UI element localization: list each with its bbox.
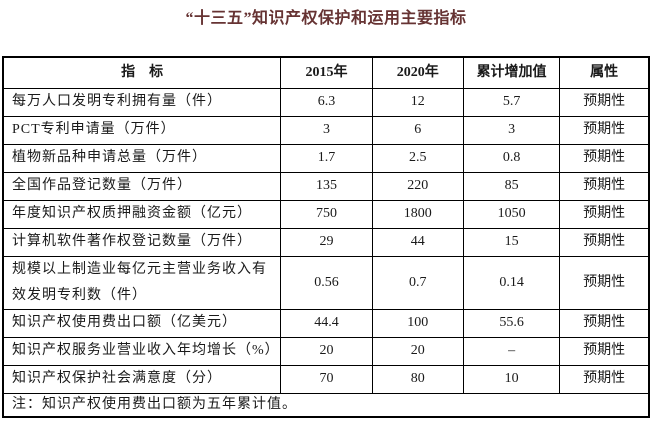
value-2015-cell: 0.56 [280, 255, 373, 310]
increase-cell: 55.6 [462, 308, 561, 338]
value-2020-cell: 100 [371, 308, 464, 338]
attribute-cell: 预期性 [559, 171, 650, 201]
attribute-cell: 预期性 [559, 87, 650, 117]
value-2020-cell: 20 [371, 336, 464, 366]
value-2015-cell: 20 [280, 336, 373, 366]
value-2020-cell: 2.5 [371, 143, 464, 173]
table-row: PCT专利申请量（万件） 3 6 3 预期性 [2, 115, 650, 145]
attribute-cell: 预期性 [559, 336, 650, 366]
value-2020-cell: 1800 [371, 199, 464, 229]
table-row: 知识产权使用费出口额（亿美元） 44.4 100 55.6 预期性 [2, 308, 650, 338]
increase-cell: 85 [462, 171, 561, 201]
increase-cell: 0.14 [462, 255, 561, 310]
table-header-row: 指 标 2015年 2020年 累计增加值 属性 [2, 56, 650, 89]
indicator-cell: 知识产权使用费出口额（亿美元） [2, 308, 282, 338]
value-2015-cell: 1.7 [280, 143, 373, 173]
indicator-cell: 每万人口发明专利拥有量（件） [2, 87, 282, 117]
indicator-cell: 规模以上制造业每亿元主营业务收入有效发明专利数（件） [2, 255, 282, 310]
table-note-row: 注：知识产权使用费出口额为五年累计值。 [2, 392, 650, 418]
attribute-cell: 预期性 [559, 199, 650, 229]
page-title: “十三五”知识产权保护和运用主要指标 [185, 10, 467, 27]
table-row: 植物新品种申请总量（万件） 1.7 2.5 0.8 预期性 [2, 143, 650, 173]
indicator-cell: 计算机软件著作权登记数量（万件） [2, 227, 282, 257]
attribute-cell: 预期性 [559, 115, 650, 145]
value-2020-cell: 220 [371, 171, 464, 201]
value-2020-cell: 12 [371, 87, 464, 117]
value-2015-cell: 29 [280, 227, 373, 257]
value-2020-cell: 44 [371, 227, 464, 257]
indicator-cell: 全国作品登记数量（万件） [2, 171, 282, 201]
col-header-2015: 2015年 [280, 56, 373, 89]
value-2015-cell: 3 [280, 115, 373, 145]
indicator-cell: PCT专利申请量（万件） [2, 115, 282, 145]
col-header-increase: 累计增加值 [462, 56, 561, 89]
value-2015-cell: 44.4 [280, 308, 373, 338]
col-header-attribute: 属性 [559, 56, 650, 89]
attribute-cell: 预期性 [559, 255, 650, 310]
col-header-indicator: 指 标 [2, 56, 282, 89]
increase-cell: 3 [462, 115, 561, 145]
attribute-cell: 预期性 [559, 227, 650, 257]
table-row: 计算机软件著作权登记数量（万件） 29 44 15 预期性 [2, 227, 650, 257]
table-row: 年度知识产权质押融资金额（亿元） 750 1800 1050 预期性 [2, 199, 650, 229]
value-2015-cell: 135 [280, 171, 373, 201]
indicator-cell: 植物新品种申请总量（万件） [2, 143, 282, 173]
table-row: 知识产权服务业营业收入年均增长（%） 20 20 – 预期性 [2, 336, 650, 366]
attribute-cell: 预期性 [559, 364, 650, 394]
value-2015-cell: 6.3 [280, 87, 373, 117]
attribute-cell: 预期性 [559, 143, 650, 173]
attribute-cell: 预期性 [559, 308, 650, 338]
table-row: 全国作品登记数量（万件） 135 220 85 预期性 [2, 171, 650, 201]
table-row: 知识产权保护社会满意度（分） 70 80 10 预期性 [2, 364, 650, 394]
table-note: 注：知识产权使用费出口额为五年累计值。 [2, 392, 650, 418]
indicator-cell: 知识产权服务业营业收入年均增长（%） [2, 336, 282, 366]
increase-cell: 1050 [462, 199, 561, 229]
indicator-cell: 知识产权保护社会满意度（分） [2, 364, 282, 394]
increase-cell: 5.7 [462, 87, 561, 117]
table-row: 每万人口发明专利拥有量（件） 6.3 12 5.7 预期性 [2, 87, 650, 117]
value-2020-cell: 6 [371, 115, 464, 145]
increase-cell: – [462, 336, 561, 366]
increase-cell: 15 [462, 227, 561, 257]
col-header-2020: 2020年 [371, 56, 464, 89]
value-2015-cell: 70 [280, 364, 373, 394]
value-2015-cell: 750 [280, 199, 373, 229]
increase-cell: 10 [462, 364, 561, 394]
value-2020-cell: 80 [371, 364, 464, 394]
table-row: 规模以上制造业每亿元主营业务收入有效发明专利数（件） 0.56 0.7 0.14… [2, 255, 650, 310]
indicator-cell: 年度知识产权质押融资金额（亿元） [2, 199, 282, 229]
indicator-table: 指 标 2015年 2020年 累计增加值 属性 每万人口发明专利拥有量（件） … [2, 56, 650, 418]
increase-cell: 0.8 [462, 143, 561, 173]
value-2020-cell: 0.7 [371, 255, 464, 310]
